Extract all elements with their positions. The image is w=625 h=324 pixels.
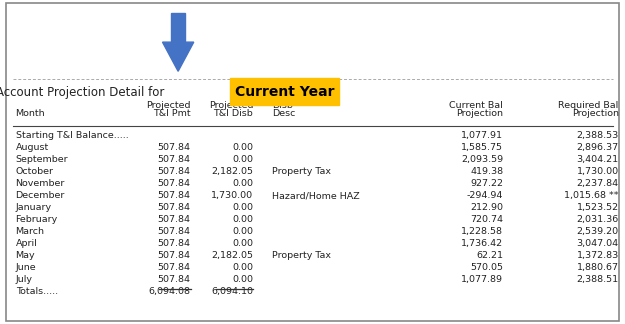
- Text: Starting T&I Balance.....: Starting T&I Balance.....: [16, 131, 128, 140]
- Text: 1,523.52: 1,523.52: [577, 203, 619, 212]
- Text: 419.38: 419.38: [470, 167, 503, 176]
- Text: 2,388.51: 2,388.51: [577, 275, 619, 284]
- Text: Projection: Projection: [572, 109, 619, 118]
- Text: May: May: [16, 251, 35, 260]
- Text: 507.84: 507.84: [158, 275, 191, 284]
- Text: February: February: [16, 215, 58, 224]
- Text: Property Tax: Property Tax: [272, 251, 331, 260]
- Text: 1,880.67: 1,880.67: [577, 263, 619, 272]
- Text: 0.00: 0.00: [232, 263, 253, 272]
- Text: 0.00: 0.00: [232, 275, 253, 284]
- Text: August: August: [16, 143, 49, 152]
- Text: 3,047.04: 3,047.04: [577, 239, 619, 248]
- Text: 62.21: 62.21: [476, 251, 503, 260]
- Text: 927.22: 927.22: [470, 179, 503, 188]
- Text: 6,094.10: 6,094.10: [211, 287, 253, 296]
- Text: 570.05: 570.05: [470, 263, 503, 272]
- Text: 2,182.05: 2,182.05: [211, 167, 253, 176]
- Text: 507.84: 507.84: [158, 239, 191, 248]
- Text: 1,077.89: 1,077.89: [461, 275, 503, 284]
- Text: Disb: Disb: [272, 101, 292, 110]
- Text: 507.84: 507.84: [158, 263, 191, 272]
- Polygon shape: [171, 13, 185, 42]
- Polygon shape: [162, 42, 194, 71]
- Text: June: June: [16, 263, 36, 272]
- Text: 0.00: 0.00: [232, 179, 253, 188]
- Text: 212.90: 212.90: [470, 203, 503, 212]
- Text: Desc: Desc: [272, 109, 295, 118]
- Text: Current Year: Current Year: [234, 85, 334, 99]
- Text: Projected: Projected: [146, 101, 191, 110]
- Text: March: March: [16, 227, 44, 236]
- Text: 1,585.75: 1,585.75: [461, 143, 503, 152]
- Text: 3,404.21: 3,404.21: [577, 155, 619, 164]
- Text: T&I Disb: T&I Disb: [213, 109, 253, 118]
- Text: Projection: Projection: [456, 109, 503, 118]
- Text: 0.00: 0.00: [232, 215, 253, 224]
- Text: 507.84: 507.84: [158, 251, 191, 260]
- Text: 1,730.00: 1,730.00: [211, 191, 253, 200]
- Text: 2,388.53: 2,388.53: [576, 131, 619, 140]
- Text: January: January: [16, 203, 52, 212]
- Text: 507.84: 507.84: [158, 191, 191, 200]
- Text: September: September: [16, 155, 68, 164]
- Text: Projected: Projected: [209, 101, 253, 110]
- Text: 1,077.91: 1,077.91: [461, 131, 503, 140]
- Text: 0.00: 0.00: [232, 155, 253, 164]
- Text: 507.84: 507.84: [158, 227, 191, 236]
- Text: 507.84: 507.84: [158, 167, 191, 176]
- Text: 507.84: 507.84: [158, 155, 191, 164]
- Text: 2,093.59: 2,093.59: [461, 155, 503, 164]
- Text: Required Bal: Required Bal: [559, 101, 619, 110]
- Text: 1,228.58: 1,228.58: [461, 227, 503, 236]
- Text: Hazard/Home HAZ: Hazard/Home HAZ: [272, 191, 359, 200]
- Text: 2,896.37: 2,896.37: [577, 143, 619, 152]
- Text: April: April: [16, 239, 38, 248]
- Text: 0.00: 0.00: [232, 143, 253, 152]
- Text: 6,094.08: 6,094.08: [149, 287, 191, 296]
- Text: October: October: [16, 167, 54, 176]
- Text: December: December: [16, 191, 65, 200]
- Text: 0.00: 0.00: [232, 239, 253, 248]
- Bar: [230, 78, 339, 105]
- Text: 507.84: 507.84: [158, 203, 191, 212]
- Text: Current Bal: Current Bal: [449, 101, 503, 110]
- Text: 2,182.05: 2,182.05: [211, 251, 253, 260]
- Text: 507.84: 507.84: [158, 179, 191, 188]
- Text: July: July: [16, 275, 32, 284]
- Text: 0.00: 0.00: [232, 227, 253, 236]
- Text: 2,031.36: 2,031.36: [576, 215, 619, 224]
- Text: Property Tax: Property Tax: [272, 167, 331, 176]
- Text: 507.84: 507.84: [158, 143, 191, 152]
- Text: 2,237.84: 2,237.84: [577, 179, 619, 188]
- Text: 0.00: 0.00: [232, 203, 253, 212]
- Text: 1,736.42: 1,736.42: [461, 239, 503, 248]
- Text: -294.94: -294.94: [467, 191, 503, 200]
- Text: Account Projection Detail for: Account Projection Detail for: [0, 86, 172, 99]
- Text: 507.84: 507.84: [158, 215, 191, 224]
- Text: Totals.....: Totals.....: [16, 287, 58, 296]
- Text: 1,730.00: 1,730.00: [577, 167, 619, 176]
- Text: 720.74: 720.74: [470, 215, 503, 224]
- Text: 1,372.83: 1,372.83: [576, 251, 619, 260]
- Text: November: November: [16, 179, 65, 188]
- Text: 2,539.20: 2,539.20: [577, 227, 619, 236]
- Text: 1,015.68 **: 1,015.68 **: [564, 191, 619, 200]
- Text: Month: Month: [16, 109, 45, 118]
- Text: T&I Pmt: T&I Pmt: [153, 109, 191, 118]
